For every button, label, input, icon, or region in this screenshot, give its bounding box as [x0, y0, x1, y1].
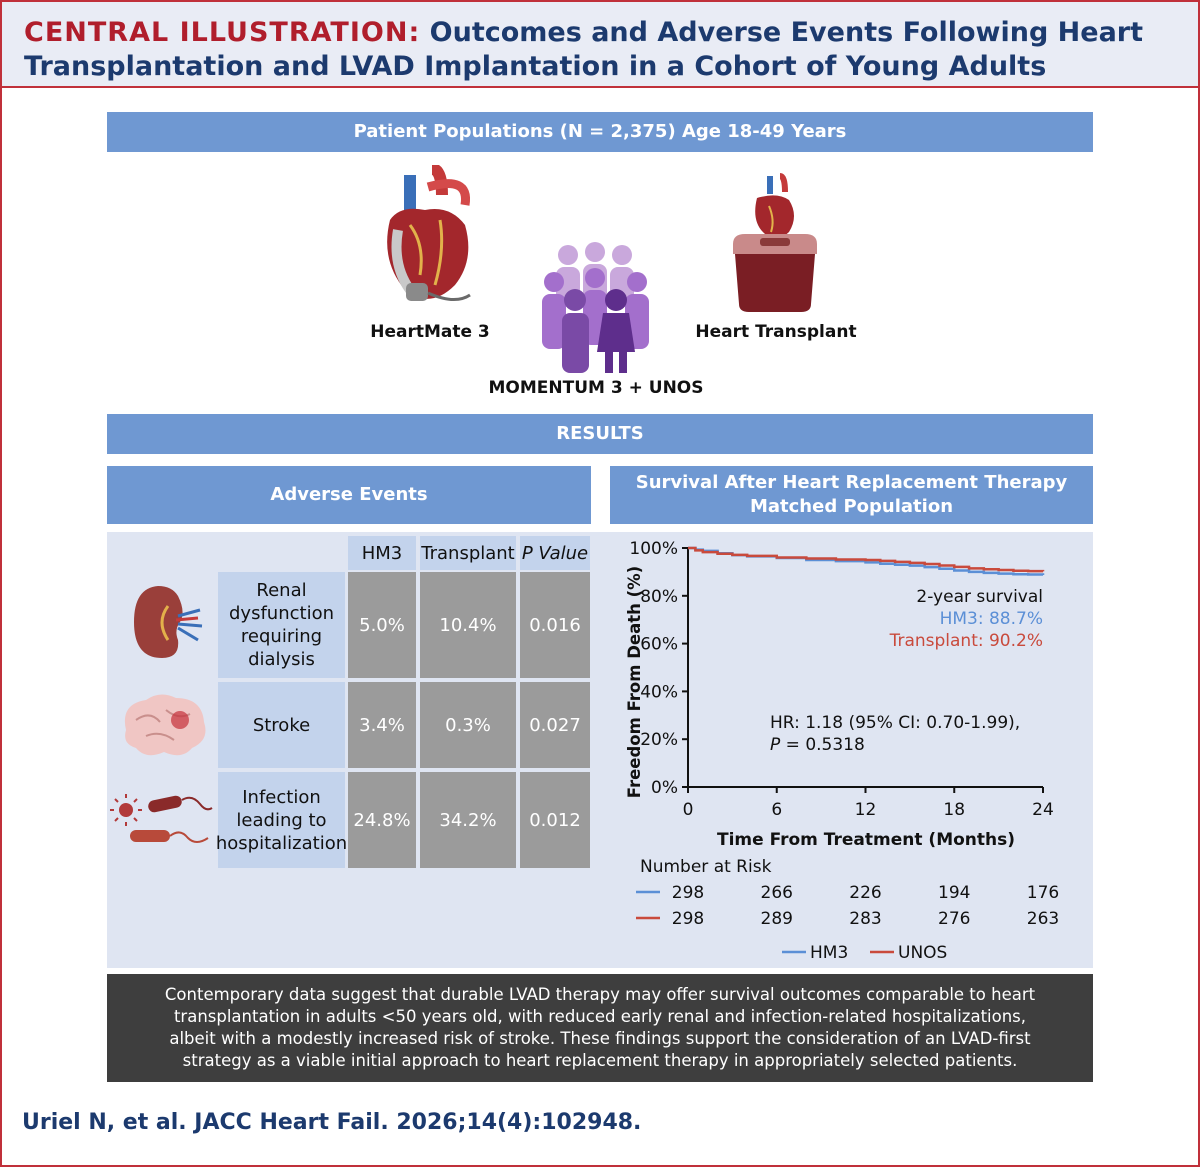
people-group-icon — [542, 242, 649, 373]
cell-infection-hm3: 24.8% — [348, 772, 416, 868]
x-tick-label: 12 — [855, 800, 877, 820]
survival-title-line1: Survival After Heart Replacement Therapy — [635, 472, 1068, 493]
transplant-cooler-icon — [733, 173, 817, 312]
hr-p-annotation: P = 0.5318 — [770, 735, 865, 755]
cell-infection-p: 0.012 — [520, 772, 590, 868]
cohort-label: MOMENTUM 3 + UNOS — [488, 378, 704, 398]
survival-annotation-hm3: HM3: 88.7% — [940, 609, 1043, 629]
series-line-unos — [688, 546, 1045, 573]
title-lead: CENTRAL ILLUSTRATION: — [24, 17, 421, 48]
x-axis-label: Time From Treatment (Months) — [717, 830, 1015, 850]
results-bar: RESULTS — [107, 414, 1093, 454]
legend-hm3-label: HM3 — [810, 943, 848, 963]
risk-count: 266 — [761, 883, 793, 903]
brain-icon — [124, 694, 206, 756]
header: CENTRAL ILLUSTRATION: Outcomes and Adver… — [2, 2, 1198, 88]
y-tick-label: 20% — [640, 730, 678, 750]
survival-title-line2: Matched Population — [749, 496, 954, 517]
x-ticks: 0 6 12 18 24 — [683, 787, 1054, 820]
populations-bar: Patient Populations (N = 2,375) Age 18-4… — [107, 112, 1093, 152]
x-tick-label: 6 — [771, 800, 782, 820]
cell-stroke-p: 0.027 — [520, 682, 590, 768]
row-label-stroke: Stroke — [218, 682, 345, 768]
y-tick-label: 80% — [640, 587, 678, 607]
y-tick-label: 60% — [640, 635, 678, 655]
cell-stroke-hm3: 3.4% — [348, 682, 416, 768]
col-header-pvalue: P Value — [520, 536, 590, 570]
y-tick-label: 40% — [640, 682, 678, 702]
adverse-events-bar: Adverse Events — [107, 466, 591, 524]
y-tick-label: 0% — [651, 778, 678, 798]
summary-box: Contemporary data suggest that durable L… — [107, 974, 1093, 1082]
cell-renal-transplant: 10.4% — [420, 572, 516, 678]
survival-bar: Survival After Heart Replacement Therapy… — [610, 466, 1093, 524]
risk-count: 176 — [1027, 883, 1059, 903]
y-axis-label: Freedom From Death (%) — [625, 566, 644, 798]
x-tick-label: 0 — [683, 800, 694, 820]
series-line-hm3 — [688, 546, 1045, 576]
risk-count: 283 — [849, 909, 881, 929]
legend-unos-label: UNOS — [898, 943, 947, 963]
heartmate-heart-icon — [387, 165, 471, 301]
summary-text: Contemporary data suggest that durable L… — [164, 985, 1036, 1070]
y-tick-label: 100% — [629, 539, 678, 559]
page-title: CENTRAL ILLUSTRATION: Outcomes and Adver… — [24, 16, 1184, 84]
row-label-infection: Infection leading to hospitalization — [216, 772, 347, 868]
risk-count: 298 — [672, 909, 704, 929]
hr-p-italic: P — [770, 735, 781, 755]
risk-table-title: Number at Risk — [640, 857, 772, 877]
citation: Uriel N, et al. JACC Heart Fail. 2026;14… — [22, 1110, 642, 1135]
survival-annotation-transplant: Transplant: 90.2% — [889, 631, 1043, 651]
col-header-hm3: HM3 — [348, 536, 416, 570]
survival-annotation-head: 2-year survival — [916, 587, 1043, 607]
title-text: Outcomes and Adverse Events Following He… — [24, 17, 1144, 82]
cell-infection-transplant: 34.2% — [420, 772, 516, 868]
risk-count: 263 — [1027, 909, 1059, 929]
kidney-icon — [134, 586, 203, 658]
row-label-renal: Renal dysfunction requiring dialysis — [218, 572, 345, 678]
cell-stroke-transplant: 0.3% — [420, 682, 516, 768]
x-tick-label: 18 — [943, 800, 965, 820]
hr-p-value: = 0.5318 — [780, 735, 865, 755]
bacteria-icon — [110, 794, 213, 843]
col-header-transplant: Transplant — [420, 536, 516, 570]
risk-row-unos: 298 289 283 276 263 — [672, 909, 1059, 929]
risk-count: 298 — [672, 883, 704, 903]
risk-row-hm3: 298 266 226 194 176 — [672, 883, 1059, 903]
hr-annotation: HR: 1.18 (95% CI: 0.70-1.99), — [770, 713, 1020, 733]
risk-count: 276 — [938, 909, 970, 929]
heartmate-label: HeartMate 3 — [370, 322, 490, 342]
risk-count: 194 — [938, 883, 970, 903]
x-tick-label: 24 — [1032, 800, 1054, 820]
risk-count: 226 — [849, 883, 881, 903]
risk-count: 289 — [761, 909, 793, 929]
transplant-label: Heart Transplant — [695, 322, 857, 342]
cell-renal-p: 0.016 — [520, 572, 590, 678]
cell-renal-hm3: 5.0% — [348, 572, 416, 678]
survival-chart: Freedom From Death (%) 0% 20% 40% 60% 80% 100… — [625, 539, 1059, 963]
